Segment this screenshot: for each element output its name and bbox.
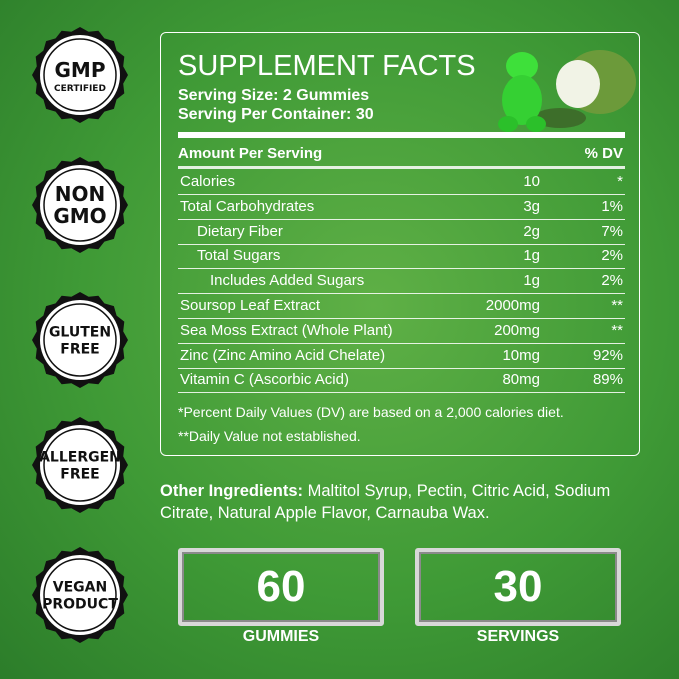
nutrient-name: Total Carbohydrates	[180, 197, 315, 215]
header-dv: % DV	[584, 145, 623, 162]
nutrient-dv: 1%	[601, 197, 623, 215]
badge-face	[40, 555, 120, 635]
badge-face	[40, 300, 120, 380]
nutrient-name: Calories	[180, 173, 236, 190]
nutrient-name: Zinc (Zinc Amino Acid Chelate)	[180, 346, 386, 364]
nutrient-amount: 200mg	[494, 321, 540, 339]
badge-text: FREE	[60, 341, 99, 357]
facts-panel	[160, 32, 640, 456]
badge-text: NON	[55, 182, 105, 206]
other-ingredients: Other Ingredients: Maltitol Syrup, Pecti…	[160, 480, 630, 524]
header-label: Amount Per Serving	[178, 145, 323, 162]
badge-text: CERTIFIED	[54, 84, 106, 94]
fact-row: Sea Moss Extract (Whole Plant) 200mg **	[178, 319, 625, 344]
fact-row: Zinc (Zinc Amino Acid Chelate) 10mg 92%	[178, 344, 625, 369]
count-number: 30	[415, 548, 621, 626]
nutrient-dv: 2%	[601, 247, 623, 265]
nutrient-amount: 2g	[523, 222, 540, 240]
badge-text: VEGAN	[53, 579, 107, 595]
facts-title: SUPPLEMENT FACTS	[178, 50, 476, 82]
nutrient-amount: 80mg	[502, 371, 540, 389]
fact-row: Includes Added Sugars 1g 2%	[178, 269, 625, 295]
badge-face	[40, 425, 120, 505]
badge-ring	[43, 168, 117, 242]
nutrient-amount: 1g	[523, 272, 540, 290]
fact-row: Soursop Leaf Extract 2000mg **	[178, 294, 625, 319]
nutrient-dv: 89%	[592, 371, 623, 389]
header-row: Amount Per Serving % DV	[178, 142, 625, 169]
fruit-illustration	[498, 50, 636, 132]
nutrient-dv: **	[611, 321, 623, 339]
servings-per-container: Serving Per Container: 30	[178, 106, 374, 123]
badge-text: FREE	[60, 466, 99, 482]
nutrient-amount: 10	[523, 173, 540, 190]
fact-row: Dietary Fiber 2g 7%	[178, 220, 625, 245]
nutrient-dv: 92%	[592, 346, 623, 364]
nutrient-amount: 10mg	[502, 346, 540, 364]
badge-ring	[43, 428, 117, 502]
nutrient-dv: 7%	[601, 222, 623, 240]
count-number: 60	[178, 548, 384, 626]
count-label: SERVINGS	[476, 628, 560, 645]
badge-text: GMP	[55, 58, 106, 82]
nutrient-dv: *	[617, 173, 623, 190]
nutrient-dv: 2%	[601, 272, 623, 290]
badge-ring	[43, 38, 117, 112]
badge: GMP CERTIFIED	[32, 27, 128, 123]
nutrient-name: Vitamin C (Ascorbic Acid)	[180, 371, 349, 389]
badge-text: GMO	[53, 204, 106, 228]
nutrient-name: Soursop Leaf Extract	[180, 297, 321, 314]
nutrient-name: Total Sugars	[197, 247, 281, 265]
nutrient-amount: 2000mg	[485, 297, 540, 314]
badge-text: PRODUCT	[42, 596, 118, 612]
badge-ring	[43, 558, 117, 632]
count-label: GUMMIES	[242, 628, 320, 645]
fact-row: Calories 10 *	[178, 170, 625, 195]
serving-size: Serving Size: 2 Gummies	[178, 87, 370, 104]
other-ingredients-text: Maltitol Syrup, Pectin, Citric Acid, Sod…	[160, 482, 611, 522]
nutrient-name: Includes Added Sugars	[210, 272, 365, 290]
footnote: *Percent Daily Values (DV) are based on …	[178, 404, 564, 420]
footnote: **Daily Value not established.	[178, 428, 361, 444]
nutrient-dv: **	[611, 297, 623, 314]
badge-text: ALLERGEN	[39, 449, 121, 465]
nutrient-name: Dietary Fiber	[197, 222, 283, 240]
badge-face	[40, 35, 120, 115]
fact-row: Total Carbohydrates 3g 1%	[178, 195, 625, 220]
other-ingredients-label: Other Ingredients:	[160, 482, 304, 500]
badge-text: GLUTEN	[49, 324, 111, 340]
nutrient-amount: 1g	[523, 247, 540, 265]
fact-row: Vitamin C (Ascorbic Acid) 80mg 89%	[178, 368, 625, 394]
divider	[178, 132, 625, 138]
badge-face	[40, 165, 120, 245]
nutrient-name: Sea Moss Extract (Whole Plant)	[180, 321, 393, 339]
badge-ring	[43, 303, 117, 377]
nutrient-amount: 3g	[523, 197, 540, 215]
fact-row: Total Sugars 1g 2%	[178, 244, 625, 270]
